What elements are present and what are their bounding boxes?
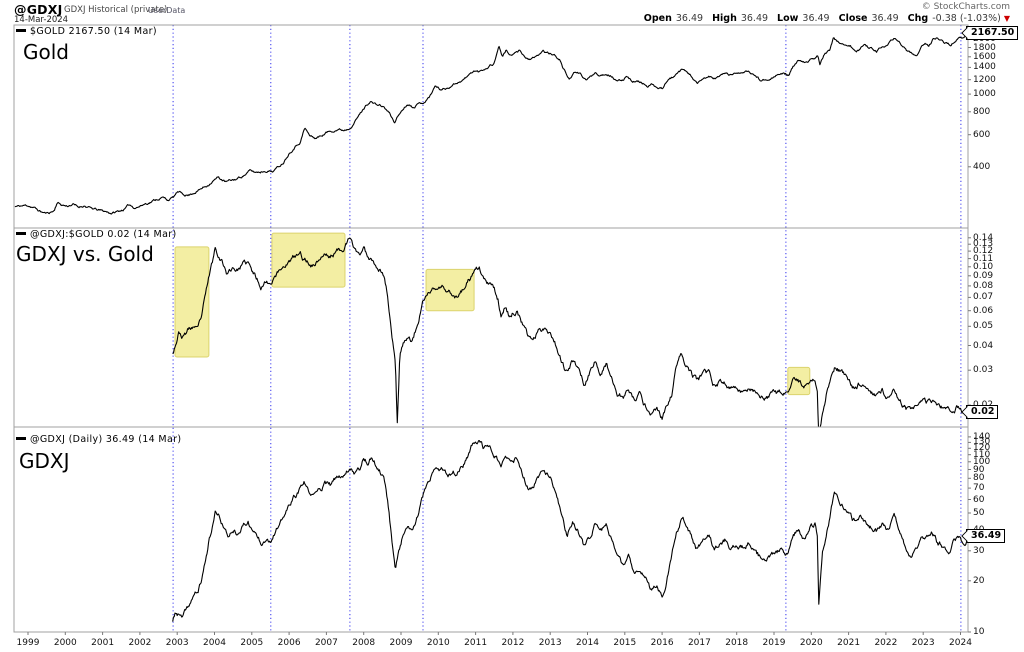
legend-gdxj: @GDXJ (Daily) 36.49 (14 Mar) — [16, 434, 181, 445]
y-axis-tick-label: 80 — [973, 473, 985, 484]
x-axis-year-label: 2019 — [762, 638, 786, 648]
y-axis-tick-label: 0.10 — [973, 261, 994, 272]
y-axis-tick-label: 70 — [973, 483, 985, 494]
copyright: © StockCharts.com — [921, 2, 1010, 12]
x-axis-year-label: 2001 — [91, 638, 115, 648]
chart-date: 14-Mar-2024 — [14, 15, 69, 25]
panel-label-gdxj: GDXJ — [19, 449, 70, 473]
y-axis-tick-label: 1400 — [973, 62, 996, 73]
y-axis-tick-label: 1600 — [973, 51, 996, 62]
y-axis-tick-label: 120 — [973, 443, 991, 454]
y-axis-tick-label: 110 — [973, 449, 991, 460]
y-axis-tick-label: 1800 — [973, 42, 996, 53]
x-axis-year-label: 2007 — [314, 638, 338, 648]
y-axis-tick-label: 30 — [973, 545, 985, 556]
line-swatch-icon — [16, 437, 26, 440]
y-axis-tick-label: 0.12 — [973, 246, 994, 257]
y-axis-tick-label: 0.07 — [973, 292, 994, 303]
chart-symbol: @GDXJ — [14, 2, 63, 17]
workbench-label: UserData — [148, 5, 186, 15]
y-axis-tick-label: 0.13 — [973, 239, 994, 250]
x-axis-year-label: 2012 — [501, 638, 525, 648]
y-axis-tick-label: 90 — [973, 464, 985, 475]
x-axis-year-label: 2015 — [613, 638, 637, 648]
y-axis-tick-label: 0.06 — [973, 305, 994, 316]
x-axis-year-label: 2003 — [165, 638, 189, 648]
x-axis-year-label: 2013 — [538, 638, 562, 648]
close-label: Close — [838, 13, 868, 24]
x-axis-year-label: 2000 — [53, 638, 77, 648]
legend-gold-text: $GOLD 2167.50 (14 Mar) — [30, 26, 157, 37]
y-axis-tick-label: 140 — [973, 431, 991, 442]
legend-gdxj-text: @GDXJ (Daily) 36.49 (14 Mar) — [30, 434, 182, 445]
legend-gold: $GOLD 2167.50 (14 Mar) — [16, 26, 157, 37]
x-axis-year-label: 2011 — [464, 638, 488, 648]
x-axis-year-label: 2006 — [277, 638, 301, 648]
chg-label: Chg — [907, 13, 929, 24]
y-axis-tick-label: 0.05 — [973, 321, 994, 332]
legend-ratio: @GDXJ:$GOLD 0.02 (14 Mar) — [16, 229, 177, 240]
x-axis-year-label: 2017 — [687, 638, 711, 648]
y-axis-tick-label: 20 — [973, 575, 985, 586]
y-axis-tick-label: 400 — [973, 161, 991, 172]
x-axis-year-label: 2023 — [911, 638, 935, 648]
y-axis-tick-label: 10 — [973, 627, 985, 637]
low-label: Low — [777, 13, 799, 24]
y-axis-tick-label: 600 — [973, 129, 991, 140]
close-value: 36.49 — [871, 13, 899, 24]
x-axis-year-label: 2024 — [949, 638, 972, 648]
y-axis-tick-label: 800 — [973, 106, 991, 117]
chart-title: GDXJ Historical (private) — [64, 5, 168, 15]
chg-value: -0.38 (-1.03%) — [932, 13, 1001, 24]
x-axis-year-label: 2009 — [389, 638, 413, 648]
price-badge-ratio: 0.02 — [966, 404, 999, 419]
x-axis-year-label: 1999 — [16, 638, 40, 648]
x-axis-year-label: 2005 — [240, 638, 264, 648]
x-axis-year-label: 2021 — [837, 638, 861, 648]
line-swatch-icon — [16, 29, 26, 32]
high-label: High — [712, 13, 737, 24]
y-axis-tick-label: 0.08 — [973, 280, 994, 291]
ohlc-row: Open 36.49 High 36.49 Low 36.49 Close 36.49 Chg -… — [644, 13, 1010, 24]
open-value: 36.49 — [675, 13, 704, 24]
price-badge-gdxj: 36.49 — [966, 529, 1006, 544]
x-axis-year-label: 2020 — [799, 638, 823, 648]
legend-ratio-text: @GDXJ:$GOLD 0.02 (14 Mar) — [30, 229, 177, 240]
y-axis-tick-label: 1200 — [973, 74, 996, 85]
line-swatch-icon — [16, 232, 26, 235]
y-axis-tick-label: 130 — [973, 437, 991, 448]
panel-label-ratio: GDXJ vs. Gold — [16, 242, 154, 266]
y-axis-tick-label: 100 — [973, 456, 991, 467]
y-axis-tick-label: 0.03 — [973, 365, 994, 376]
x-axis-year-label: 2008 — [352, 638, 376, 648]
panel-label-gold: Gold — [23, 40, 69, 64]
x-axis-year-label: 2014 — [576, 638, 599, 648]
y-axis-tick-label: 0.11 — [973, 253, 994, 264]
y-axis-tick-label: 60 — [973, 494, 985, 505]
low-value: 36.49 — [802, 13, 830, 24]
x-axis-year-label: 2002 — [128, 638, 152, 648]
open-label: Open — [643, 13, 672, 24]
x-axis-year-label: 2016 — [650, 638, 674, 648]
x-axis-year-label: 2018 — [725, 638, 749, 648]
x-axis-year-label: 2010 — [426, 638, 450, 648]
y-axis-tick-label: 0.04 — [973, 340, 994, 351]
y-axis-tick-label: 1000 — [973, 89, 996, 100]
price-badge-gold: 2167.50 — [966, 25, 1019, 40]
down-triangle-icon: ▼ — [1003, 14, 1010, 23]
y-axis-tick-label: 50 — [973, 508, 985, 518]
x-axis-year-label: 2022 — [874, 638, 898, 648]
high-value: 36.49 — [740, 13, 769, 24]
y-axis-tick-label: 0.09 — [973, 270, 994, 281]
x-axis-year-label: 2004 — [203, 638, 226, 648]
y-axis-tick-label: 0.14 — [973, 232, 994, 243]
